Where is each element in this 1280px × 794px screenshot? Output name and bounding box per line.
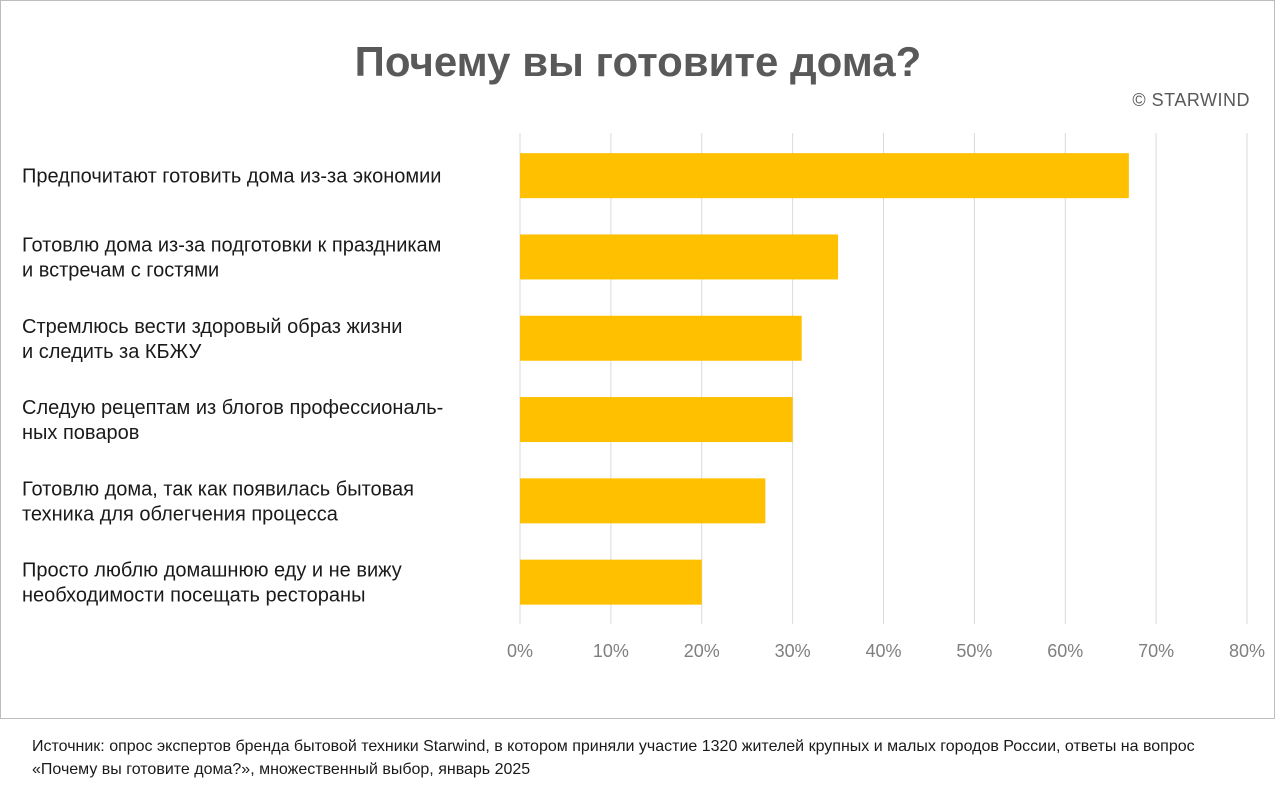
tick-label-layer: 0% 10% 20% 30% 40% 50% 60% 70% 80% [507,641,1265,661]
source-note: Источник: опрос экспертов бренда бытовой… [32,738,1195,778]
x-tick-label: 50% [956,641,992,661]
copyright-credit: © STARWIND [1132,90,1250,110]
bar-chart: Предпочитают готовить дома из-за экономи… [22,133,1265,661]
x-tick-label: 0% [507,641,533,661]
chart-title: Почему вы готовите дома? [354,38,922,85]
x-tick-label: 40% [865,641,901,661]
bar [520,397,793,443]
x-tick-label: 10% [593,641,629,661]
grid-layer [519,133,1248,624]
bar [520,153,1129,199]
x-tick-label: 30% [775,641,811,661]
bar [520,559,702,605]
bar [520,478,766,524]
category-label: Следую рецептам из блогов профессиональ-… [22,397,443,444]
category-label: Готовлю дома из-за подготовки к праздник… [22,234,441,281]
category-label: Готовлю дома, так как появилась бытовая т… [22,478,414,525]
x-tick-label: 70% [1138,641,1174,661]
x-tick-label: 60% [1047,641,1083,661]
x-tick-label: 20% [684,641,720,661]
bar [520,315,802,361]
category-label: Предпочитают готовить дома из-за экономи… [22,166,441,188]
bar [520,234,839,280]
category-label: Просто люблю домашнюю еду и не вижу необх… [22,560,402,607]
category-label-layer: Предпочитают готовить дома из-за экономи… [22,166,443,607]
x-tick-label: 80% [1229,641,1265,661]
category-label: Стремлюсь вести здоровый образ жизни и сл… [22,316,402,363]
bar-layer [520,153,1129,605]
